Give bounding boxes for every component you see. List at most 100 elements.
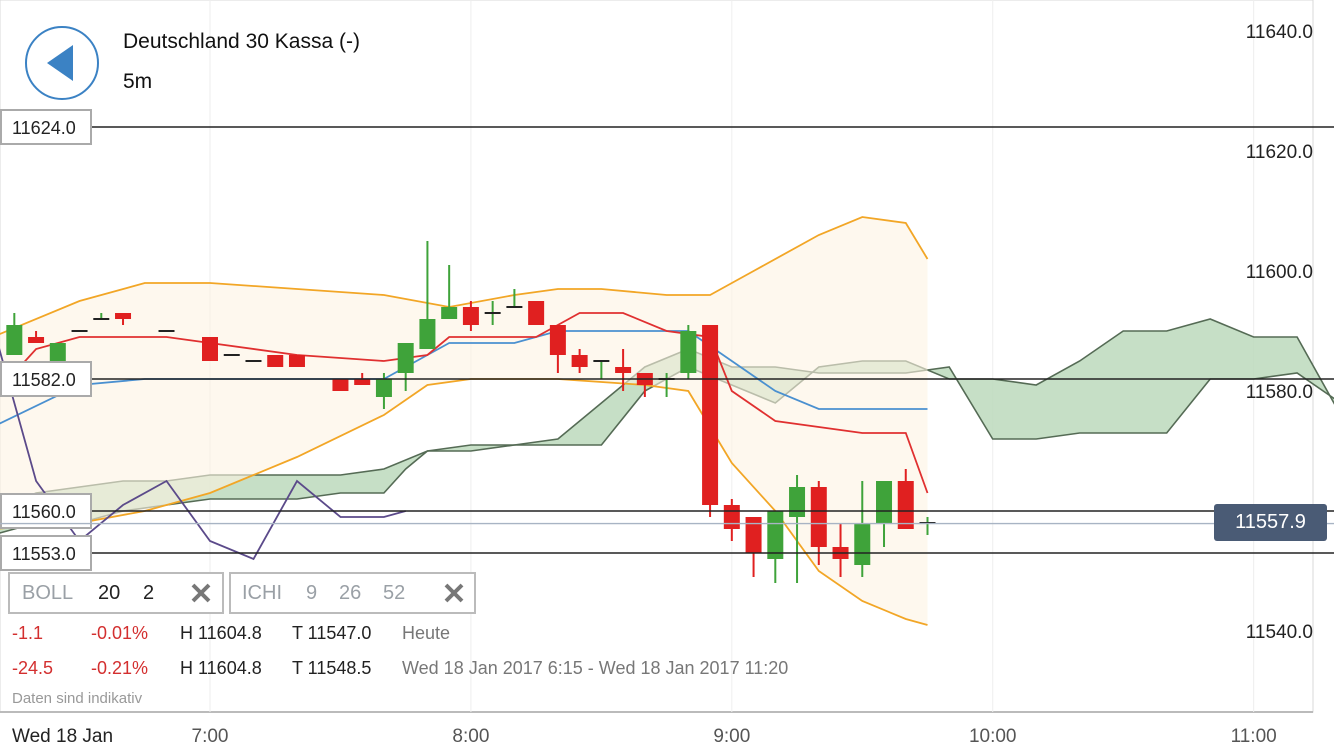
- candle: [680, 325, 697, 379]
- x-date-label: Wed 18 Jan: [12, 726, 113, 747]
- today-low: T 11547.0: [292, 623, 372, 643]
- boll-band-fill: [0, 217, 928, 625]
- candle-body: [6, 325, 23, 355]
- candle-body: [115, 313, 132, 319]
- y-tick-label: 11540.0: [1246, 622, 1313, 643]
- today-change: -1.1: [12, 623, 44, 643]
- candle-body: [876, 481, 893, 523]
- ichi-indicator-chip[interactable]: ICHI 9 26 52: [229, 572, 476, 614]
- candle-body: [28, 337, 45, 343]
- range-high: H 11604.8: [180, 658, 262, 678]
- candle: [397, 343, 414, 391]
- candle-body: [528, 301, 545, 325]
- x-tick-label: 11:00: [1231, 726, 1277, 747]
- ichi-param-1: 9: [306, 582, 318, 604]
- range-change-pct: -0.21%: [91, 658, 149, 678]
- candle-body: [419, 319, 436, 349]
- ichi-param-3: 52: [383, 582, 406, 604]
- candle: [49, 343, 66, 361]
- candle-body: [549, 325, 566, 355]
- price-line-label-box: [0, 535, 92, 571]
- candle: [93, 313, 110, 320]
- y-tick-label: 11580.0: [1246, 382, 1313, 403]
- candle: [202, 337, 218, 361]
- price-line-label-box: [0, 361, 92, 397]
- current-price-badge: 11557.9: [1214, 504, 1327, 541]
- price-line-label[interactable]: 11582.0: [0, 361, 92, 397]
- price-line-label[interactable]: 11553.0: [0, 535, 92, 571]
- candle-body: [267, 355, 284, 367]
- price-line-label-text: 11582.0: [12, 370, 76, 390]
- boll-upper-line: [0, 216, 929, 335]
- candle-body: [897, 481, 914, 529]
- candle-body: [767, 511, 784, 559]
- x-tick-label: 8:00: [452, 726, 489, 747]
- candle-body: [288, 355, 305, 367]
- boll-remove-icon[interactable]: [188, 580, 214, 606]
- price-line-label[interactable]: 11624.0: [0, 109, 92, 145]
- candle: [702, 325, 719, 517]
- candle-body: [441, 307, 458, 319]
- candle: [854, 481, 871, 577]
- price-line-label-box: [0, 493, 92, 529]
- today-high: H 11604.8: [180, 623, 262, 643]
- kijun-line: [0, 330, 928, 425]
- price-line-label-text: 11553.0: [12, 544, 76, 564]
- candle: [745, 517, 762, 577]
- candle: [115, 313, 132, 325]
- ichi-label: ICHI: [242, 582, 282, 604]
- x-tick-label: 10:00: [969, 726, 1017, 747]
- candle: [876, 481, 893, 547]
- back-arrow-icon: [47, 45, 73, 81]
- candle-body: [49, 343, 66, 361]
- candle: [571, 349, 588, 373]
- y-tick-label: 11620.0: [1246, 142, 1313, 163]
- candle: [28, 331, 45, 343]
- indicative-note: Daten sind indikativ: [12, 690, 143, 707]
- range-low: T 11548.5: [292, 658, 372, 678]
- boll-param-2: 2: [143, 582, 155, 604]
- candle: [484, 301, 501, 325]
- candles: [0, 241, 936, 583]
- candle: [419, 241, 436, 349]
- horizontal-lines[interactable]: 11624.0 11582.0 11560.0 11553.0: [0, 109, 1334, 571]
- candle-body: [789, 487, 806, 517]
- candle: [593, 360, 610, 379]
- axes: 11640.0 11620.0 11600.0 11580.0 11540.0 7:00 8…: [12, 22, 1313, 747]
- candle: [267, 355, 284, 367]
- boll-indicator-chip[interactable]: BOLL 20 2: [8, 572, 224, 614]
- candle: [897, 469, 914, 529]
- ichimoku-cloud-fill: [0, 319, 1334, 533]
- today-period: Heute: [402, 623, 451, 643]
- candle: [789, 475, 806, 583]
- candle-body: [354, 379, 371, 385]
- ichi-param-2: 26: [339, 582, 362, 604]
- price-line-label[interactable]: 11560.0: [0, 493, 92, 529]
- boll-param-1: 20: [98, 582, 121, 604]
- candle-body: [571, 355, 588, 367]
- candle-body: [745, 517, 762, 553]
- candle: [462, 301, 479, 331]
- x-tick-label: 9:00: [713, 726, 750, 747]
- candle-body: [615, 367, 632, 373]
- candle: [615, 349, 632, 391]
- candle: [332, 379, 349, 391]
- range-period: Wed 18 Jan 2017 6:15 - Wed 18 Jan 2017 1…: [402, 658, 789, 678]
- interval-label[interactable]: 5m: [123, 70, 153, 93]
- candle: [549, 325, 566, 373]
- boll-label: BOLL: [22, 582, 74, 604]
- ichi-remove-icon[interactable]: [441, 580, 467, 606]
- candle-body: [854, 523, 871, 565]
- candle-body: [702, 325, 719, 505]
- candle-body: [202, 337, 218, 361]
- back-button[interactable]: [25, 26, 99, 100]
- today-change-pct: -0.01%: [91, 623, 149, 643]
- candle: [506, 289, 523, 308]
- x-axis-band: [0, 714, 1334, 750]
- candle: [6, 313, 23, 355]
- range-change: -24.5: [12, 658, 54, 678]
- instrument-title: Deutschland 30 Kassa (-): [123, 30, 360, 53]
- price-line-label-box: [0, 109, 92, 145]
- candle: [441, 265, 458, 319]
- price-line-label-text: 11624.0: [12, 118, 76, 138]
